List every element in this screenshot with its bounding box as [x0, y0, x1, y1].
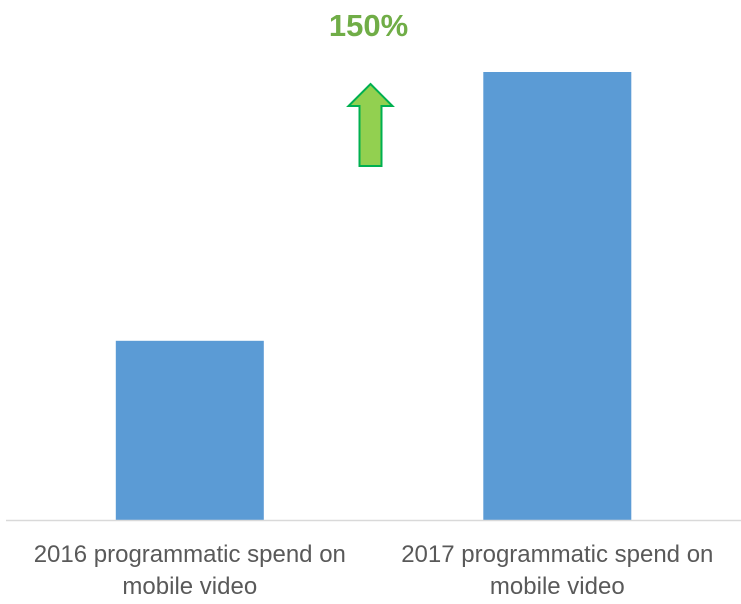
- bars-layer: [115, 72, 632, 520]
- category-labels: 2016 programmatic spend on mobile video20…: [34, 541, 714, 600]
- x-tick-label-line: mobile video: [490, 573, 625, 599]
- bar-0: [115, 340, 264, 520]
- x-tick-label-line: mobile video: [122, 573, 257, 599]
- x-tick-label-0: 2016 programmatic spend on mobile video: [34, 541, 346, 599]
- x-tick-label-line: 2016 programmatic spend on: [34, 541, 346, 568]
- x-tick-label-line: 2017 programmatic spend on: [401, 541, 713, 568]
- x-tick-label-1: 2017 programmatic spend on mobile video: [401, 541, 713, 599]
- up-arrow-icon: [346, 82, 395, 167]
- growth-annotation-label: 150%: [329, 8, 408, 43]
- bar-1: [483, 72, 632, 520]
